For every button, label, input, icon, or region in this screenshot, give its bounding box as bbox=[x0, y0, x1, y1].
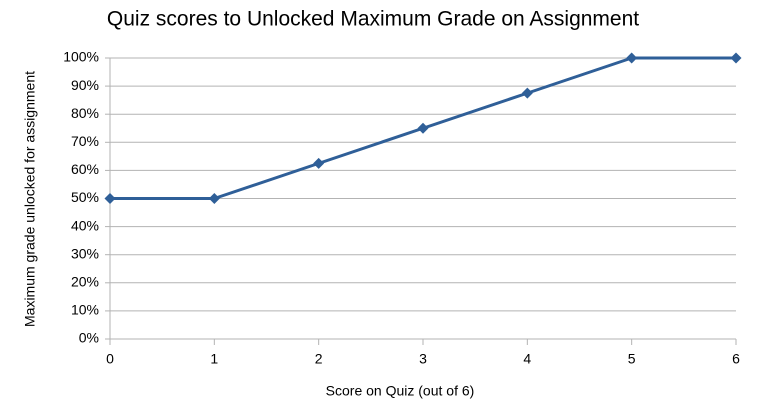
y-tick-label: 100% bbox=[63, 49, 99, 65]
y-tick-label: 80% bbox=[71, 105, 99, 121]
y-tick-label: 60% bbox=[71, 161, 99, 177]
y-tick-label: 90% bbox=[71, 77, 99, 93]
marker bbox=[521, 87, 533, 99]
x-tick-label: 5 bbox=[628, 351, 636, 367]
x-tick-label: 6 bbox=[732, 351, 740, 367]
marker bbox=[104, 193, 116, 204]
y-tick-label: 40% bbox=[71, 217, 99, 233]
y-tick-label: 20% bbox=[71, 274, 99, 290]
marker bbox=[626, 52, 638, 64]
x-tick-label: 4 bbox=[523, 351, 531, 367]
y-tick-label: 70% bbox=[71, 133, 99, 149]
y-tick-label: 0% bbox=[79, 330, 99, 346]
x-tick-label: 2 bbox=[315, 351, 323, 367]
x-axis-label: Score on Quiz (out of 6) bbox=[326, 383, 475, 399]
x-tick-label: 1 bbox=[210, 351, 218, 367]
y-tick-label: 30% bbox=[71, 245, 99, 261]
chart-title: Quiz scores to Unlocked Maximum Grade on… bbox=[107, 8, 639, 31]
y-tick-label: 50% bbox=[71, 189, 99, 205]
marker bbox=[730, 52, 742, 64]
y-tick-label: 10% bbox=[71, 302, 99, 318]
x-tick-label: 0 bbox=[106, 351, 114, 367]
marker bbox=[313, 157, 325, 169]
marker bbox=[208, 193, 220, 204]
marker bbox=[417, 122, 429, 134]
x-tick-label: 3 bbox=[419, 351, 427, 367]
y-axis-label: Maximum grade unlocked for assignment bbox=[22, 71, 38, 327]
